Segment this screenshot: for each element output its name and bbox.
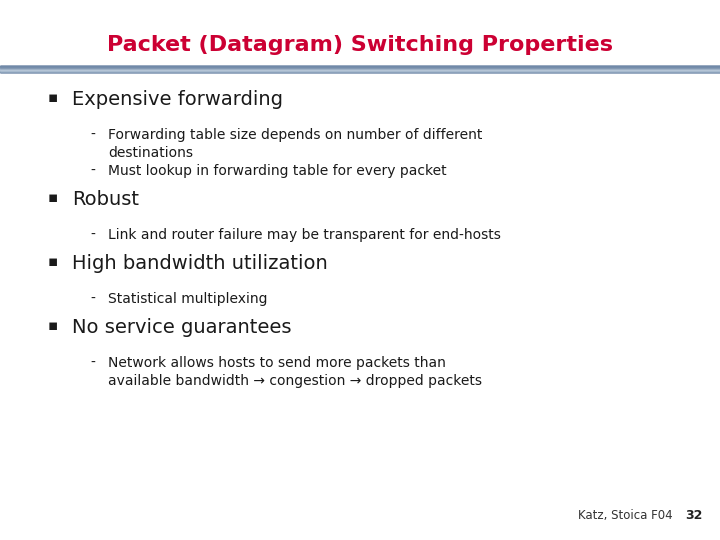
Text: -: -	[90, 228, 95, 242]
Text: -: -	[90, 292, 95, 306]
Text: Packet (Datagram) Switching Properties: Packet (Datagram) Switching Properties	[107, 35, 613, 55]
Text: ▪: ▪	[48, 254, 58, 269]
Text: available bandwidth → congestion → dropped packets: available bandwidth → congestion → dropp…	[108, 374, 482, 388]
Text: 32: 32	[685, 509, 703, 522]
Text: Expensive forwarding: Expensive forwarding	[72, 90, 283, 109]
Text: Statistical multiplexing: Statistical multiplexing	[108, 292, 268, 306]
Text: -: -	[90, 164, 95, 178]
Text: Forwarding table size depends on number of different: Forwarding table size depends on number …	[108, 128, 482, 142]
Text: Katz, Stoica F04: Katz, Stoica F04	[578, 509, 672, 522]
Text: Must lookup in forwarding table for every packet: Must lookup in forwarding table for ever…	[108, 164, 446, 178]
Text: Link and router failure may be transparent for end-hosts: Link and router failure may be transpare…	[108, 228, 501, 242]
Text: destinations: destinations	[108, 146, 193, 160]
Text: ▪: ▪	[48, 190, 58, 205]
Text: ▪: ▪	[48, 90, 58, 105]
Text: ▪: ▪	[48, 318, 58, 333]
Text: -: -	[90, 356, 95, 370]
Text: No service guarantees: No service guarantees	[72, 318, 292, 337]
Text: High bandwidth utilization: High bandwidth utilization	[72, 254, 328, 273]
Text: Network allows hosts to send more packets than: Network allows hosts to send more packet…	[108, 356, 446, 370]
Text: -: -	[90, 128, 95, 142]
Text: Robust: Robust	[72, 190, 139, 209]
